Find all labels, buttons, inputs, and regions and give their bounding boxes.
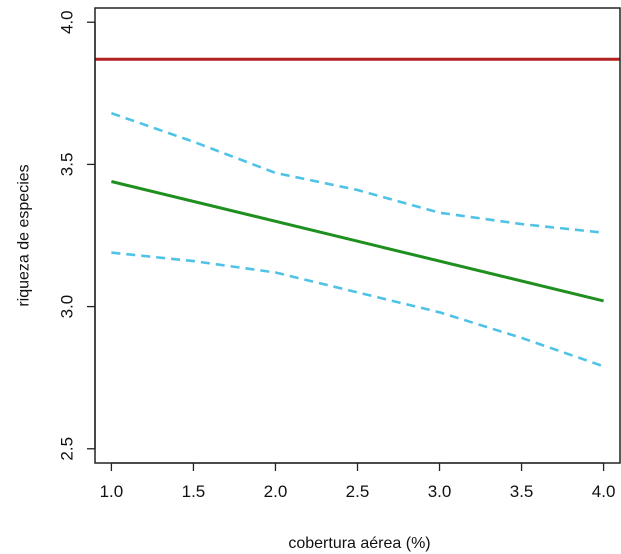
y-tick-label: 3.5 [58, 153, 77, 177]
x-tick-label: 2.5 [346, 482, 370, 501]
x-tick-label: 1.5 [182, 482, 206, 501]
series-line-3 [111, 251, 605, 368]
x-axis: 1.0 1.5 2.0 2.5 3.0 3.5 4.0 [100, 462, 616, 501]
series-line-1 [111, 180, 604, 303]
series-line-2 [110, 111, 604, 234]
x-tick-label: 4.0 [592, 482, 616, 501]
y-tick-label: 3.0 [58, 295, 77, 319]
chart-plot-marks [95, 57, 620, 368]
y-axis: 2.5 3.0 3.5 4.0 [58, 10, 96, 461]
x-tick-label: 1.0 [100, 482, 124, 501]
y-tick-label: 4.0 [58, 10, 77, 34]
plot-frame [94, 7, 621, 464]
x-axis-label: cobertura aérea (%) [288, 535, 430, 552]
x-tick-label: 3.0 [428, 482, 452, 501]
y-tick-label: 2.5 [58, 437, 77, 461]
x-tick-label: 3.5 [510, 482, 534, 501]
y-axis-label: riqueza de especies [16, 164, 33, 306]
x-tick-label: 2.0 [264, 482, 288, 501]
